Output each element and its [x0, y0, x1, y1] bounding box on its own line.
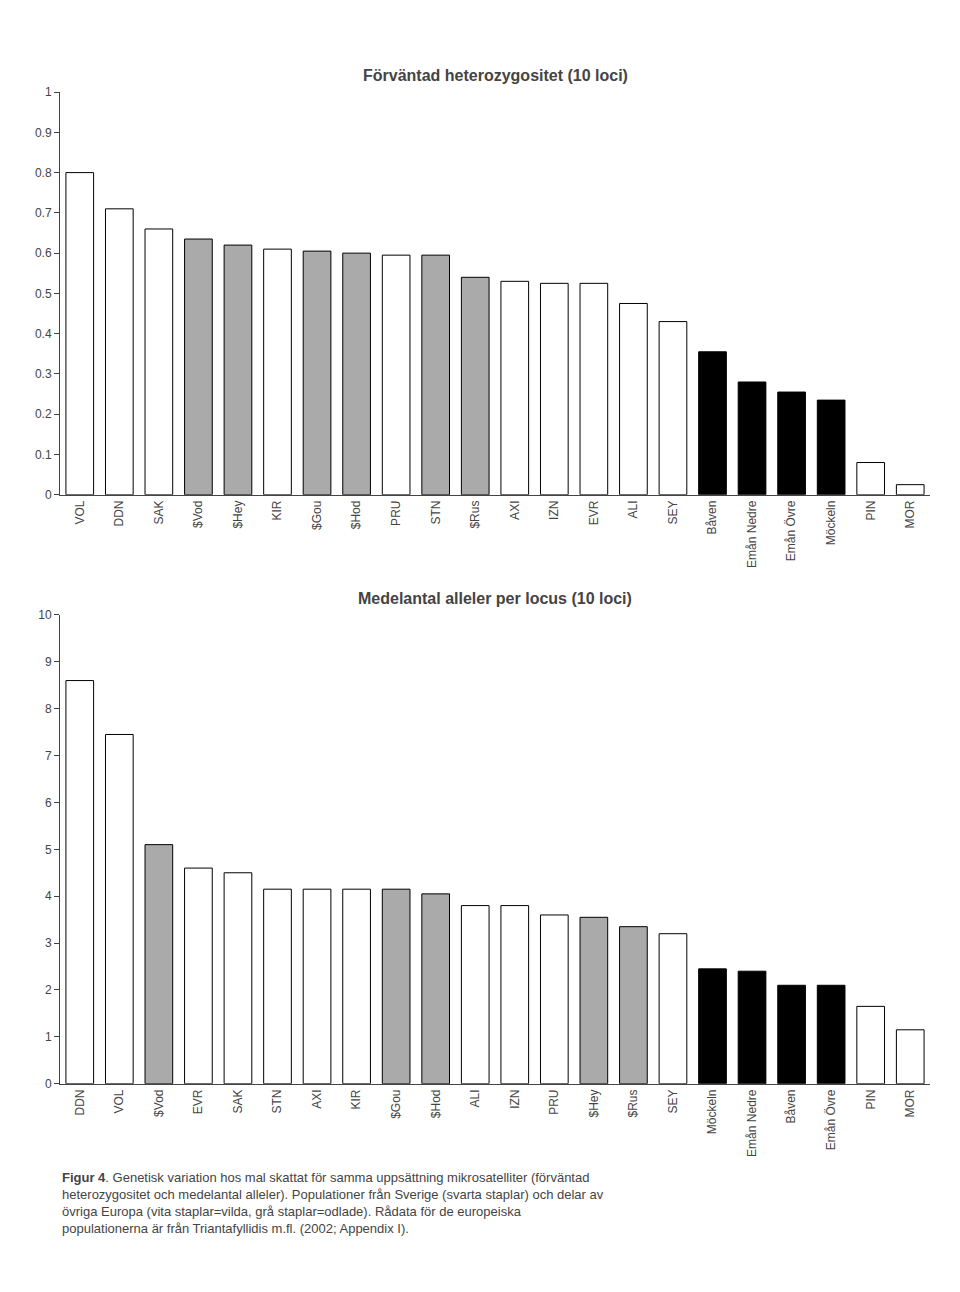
svg-text:Möckeln: Möckeln — [824, 501, 838, 546]
svg-text:10: 10 — [38, 608, 52, 622]
svg-text:8: 8 — [45, 702, 52, 716]
svg-text:Möckeln: Möckeln — [705, 1090, 719, 1135]
svg-text:Medelantal alleler per locus (: Medelantal alleler per locus (10 loci) — [358, 590, 632, 607]
svg-text:Figur 4. Genetisk variation ho: Figur 4. Genetisk variation hos mal skat… — [62, 1170, 604, 1236]
svg-text:MOR: MOR — [903, 1089, 917, 1117]
svg-text:DDN: DDN — [112, 501, 126, 527]
svg-text:KIR: KIR — [270, 500, 284, 520]
svg-text:$Rus: $Rus — [468, 501, 482, 529]
svg-text:1: 1 — [45, 85, 52, 99]
svg-text:$Hey: $Hey — [231, 501, 245, 529]
svg-text:7: 7 — [45, 749, 52, 763]
svg-text:1: 1 — [45, 1030, 52, 1044]
svg-text:SAK: SAK — [231, 1090, 245, 1114]
svg-text:0: 0 — [45, 488, 52, 502]
svg-text:Emån Nedre: Emån Nedre — [745, 500, 759, 568]
svg-text:PIN: PIN — [864, 1090, 878, 1110]
svg-text:0.8: 0.8 — [35, 166, 52, 180]
svg-text:$Hey: $Hey — [587, 1090, 601, 1118]
svg-text:EVR: EVR — [191, 1089, 205, 1114]
svg-text:Båven: Båven — [784, 1090, 798, 1124]
svg-text:4: 4 — [45, 889, 52, 903]
svg-text:0.4: 0.4 — [35, 327, 52, 341]
svg-text:SEY: SEY — [666, 501, 680, 525]
svg-text:AXI: AXI — [310, 1090, 324, 1109]
svg-text:$Vod: $Vod — [152, 1090, 166, 1117]
svg-text:0.7: 0.7 — [35, 206, 52, 220]
svg-text:$Vod: $Vod — [191, 501, 205, 528]
svg-text:0.5: 0.5 — [35, 287, 52, 301]
svg-text:SAK: SAK — [152, 501, 166, 525]
svg-text:ALI: ALI — [626, 501, 640, 519]
svg-text:STN: STN — [270, 1090, 284, 1114]
svg-text:$Rus: $Rus — [626, 1090, 640, 1118]
svg-text:STN: STN — [429, 501, 443, 525]
svg-text:PIN: PIN — [864, 501, 878, 521]
svg-text:DDN: DDN — [73, 1090, 87, 1116]
svg-text:0: 0 — [45, 1077, 52, 1091]
svg-text:IZN: IZN — [508, 1090, 522, 1109]
svg-text:KIR: KIR — [349, 1089, 363, 1109]
svg-text:Båven: Båven — [705, 501, 719, 535]
svg-text:3: 3 — [45, 936, 52, 950]
svg-text:PRU: PRU — [389, 501, 403, 526]
svg-text:EVR: EVR — [587, 500, 601, 525]
svg-text:IZN: IZN — [547, 501, 561, 520]
svg-text:0.9: 0.9 — [35, 126, 52, 140]
svg-text:Förväntad heterozygositet (10: Förväntad heterozygositet (10 loci) — [363, 67, 628, 84]
svg-text:Emån Övre: Emån Övre — [824, 1089, 838, 1150]
svg-text:0.2: 0.2 — [35, 407, 52, 421]
svg-text:VOL: VOL — [73, 500, 87, 524]
svg-text:AXI: AXI — [508, 501, 522, 520]
svg-text:0.6: 0.6 — [35, 246, 52, 260]
svg-text:6: 6 — [45, 796, 52, 810]
svg-text:ALI: ALI — [468, 1090, 482, 1108]
svg-text:SEY: SEY — [666, 1090, 680, 1114]
svg-text:5: 5 — [45, 843, 52, 857]
svg-text:MOR: MOR — [903, 500, 917, 528]
svg-text:$Gou: $Gou — [389, 1090, 403, 1119]
svg-text:2: 2 — [45, 983, 52, 997]
svg-text:$Gou: $Gou — [310, 501, 324, 530]
svg-text:0.3: 0.3 — [35, 367, 52, 381]
svg-text:$Hod: $Hod — [429, 1090, 443, 1119]
svg-text:9: 9 — [45, 655, 52, 669]
svg-text:PRU: PRU — [547, 1090, 561, 1115]
svg-text:$Hod: $Hod — [349, 501, 363, 530]
svg-text:Emån Övre: Emån Övre — [784, 500, 798, 561]
svg-text:0.1: 0.1 — [35, 448, 52, 462]
svg-text:Emån Nedre: Emån Nedre — [745, 1089, 759, 1157]
svg-text:VOL: VOL — [112, 1089, 126, 1113]
